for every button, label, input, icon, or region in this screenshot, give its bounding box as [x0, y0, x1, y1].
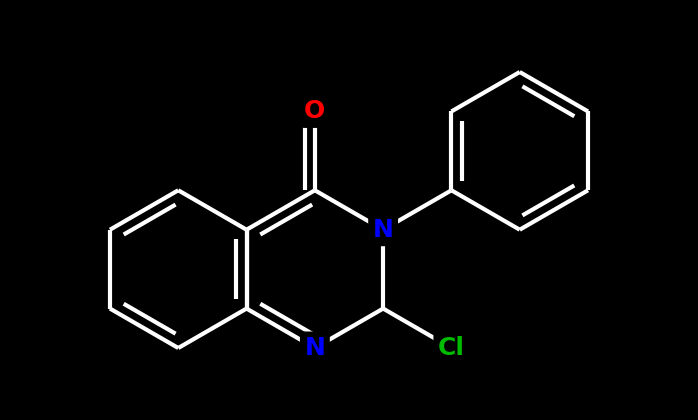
Text: O: O [304, 100, 325, 123]
Text: Cl: Cl [438, 336, 465, 360]
Text: N: N [304, 336, 325, 360]
Text: N: N [373, 218, 394, 242]
